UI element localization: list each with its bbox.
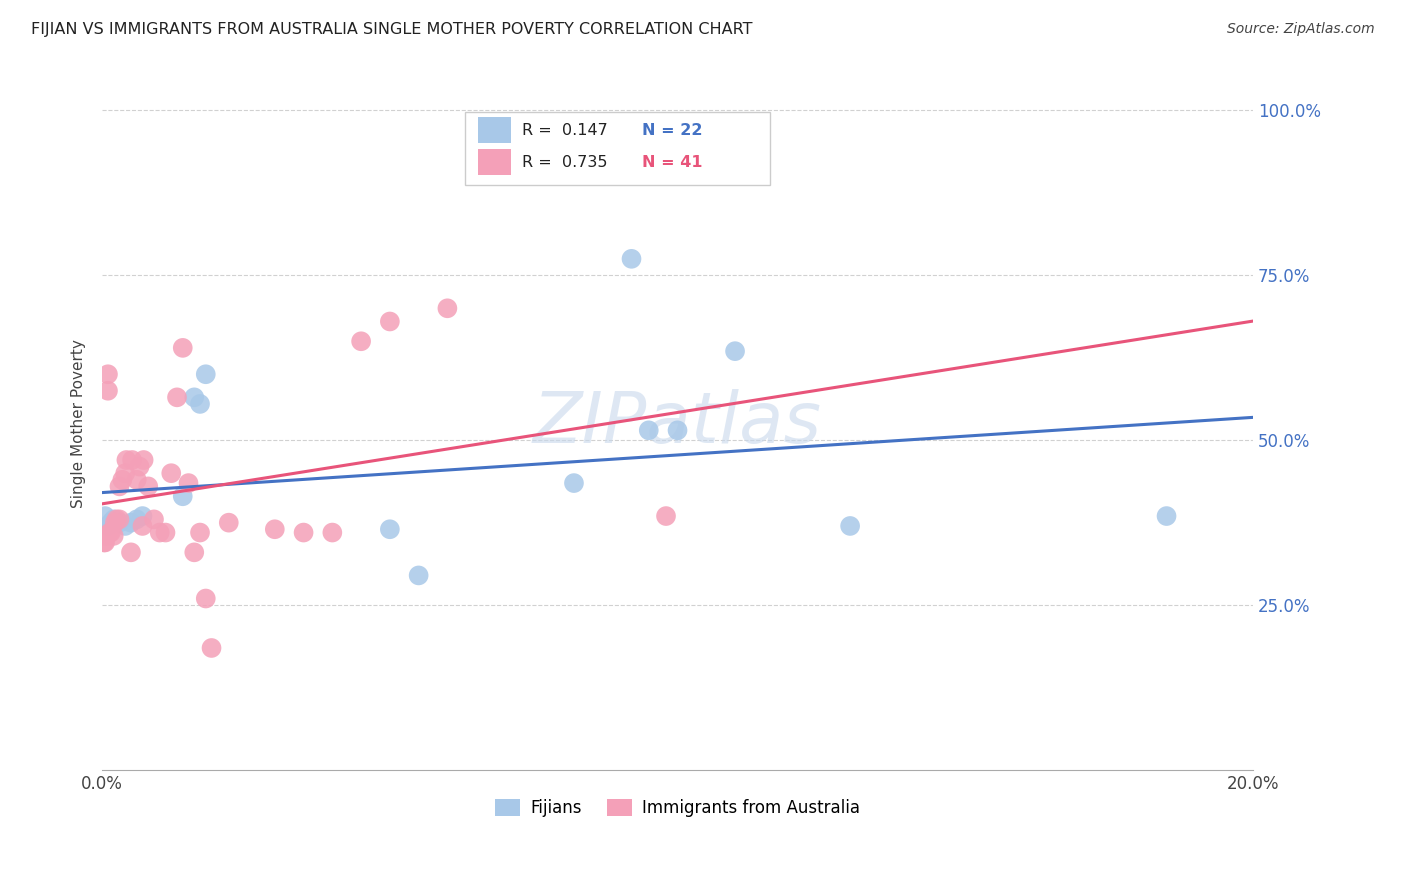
Point [321, 525, 343, 540]
Point [194, 368, 217, 382]
FancyBboxPatch shape [464, 112, 769, 185]
Point [183, 390, 205, 404]
Point [120, 545, 142, 559]
Point [1156, 509, 1178, 524]
Point [620, 252, 643, 266]
Point [143, 512, 166, 526]
Point [188, 397, 211, 411]
Point [666, 423, 689, 437]
Point [160, 466, 183, 480]
Point [97, 519, 120, 533]
Point [108, 512, 131, 526]
Point [350, 334, 373, 349]
Text: R =  0.735: R = 0.735 [522, 154, 607, 169]
Text: R =  0.147: R = 0.147 [522, 123, 607, 137]
Text: N = 22: N = 22 [641, 123, 702, 137]
Point [131, 509, 153, 524]
Point [96, 529, 118, 543]
Y-axis label: Single Mother Poverty: Single Mother Poverty [72, 339, 86, 508]
Point [121, 453, 143, 467]
Point [408, 568, 430, 582]
Point [200, 640, 222, 655]
Point [115, 453, 138, 467]
Point [839, 519, 862, 533]
Point [562, 476, 585, 491]
Point [218, 516, 240, 530]
Point [166, 390, 188, 404]
Point [108, 479, 131, 493]
Point [100, 516, 122, 530]
Point [136, 479, 159, 493]
Point [94, 535, 117, 549]
Legend: Fijians, Immigrants from Australia: Fijians, Immigrants from Australia [489, 792, 866, 824]
Point [114, 519, 136, 533]
Point [655, 509, 678, 524]
Point [97, 384, 120, 398]
Point [125, 512, 148, 526]
FancyBboxPatch shape [478, 117, 510, 144]
Point [105, 512, 128, 526]
Text: N = 41: N = 41 [641, 154, 702, 169]
Point [103, 529, 125, 543]
Point [188, 525, 211, 540]
Point [114, 466, 136, 480]
Point [378, 314, 401, 328]
Point [724, 344, 747, 359]
Point [292, 525, 315, 540]
Point [436, 301, 458, 316]
Point [637, 423, 659, 437]
Point [100, 525, 122, 540]
Point [177, 476, 200, 491]
Text: FIJIAN VS IMMIGRANTS FROM AUSTRALIA SINGLE MOTHER POVERTY CORRELATION CHART: FIJIAN VS IMMIGRANTS FROM AUSTRALIA SING… [31, 22, 752, 37]
Point [172, 341, 194, 355]
FancyBboxPatch shape [478, 149, 510, 176]
Point [97, 368, 120, 382]
Point [172, 489, 194, 503]
Point [149, 525, 172, 540]
Point [111, 473, 134, 487]
Point [103, 512, 125, 526]
Point [131, 519, 153, 533]
Point [132, 453, 155, 467]
Point [378, 522, 401, 536]
Point [104, 516, 127, 530]
Point [98, 525, 121, 540]
Text: ZIPatlas: ZIPatlas [533, 389, 823, 458]
Point [125, 473, 148, 487]
Point [128, 459, 150, 474]
Point [194, 591, 217, 606]
Point [108, 516, 131, 530]
Point [155, 525, 177, 540]
Point [94, 509, 117, 524]
Point [120, 516, 142, 530]
Text: Source: ZipAtlas.com: Source: ZipAtlas.com [1227, 22, 1375, 37]
Point [183, 545, 205, 559]
Point [93, 535, 115, 549]
Point [263, 522, 285, 536]
